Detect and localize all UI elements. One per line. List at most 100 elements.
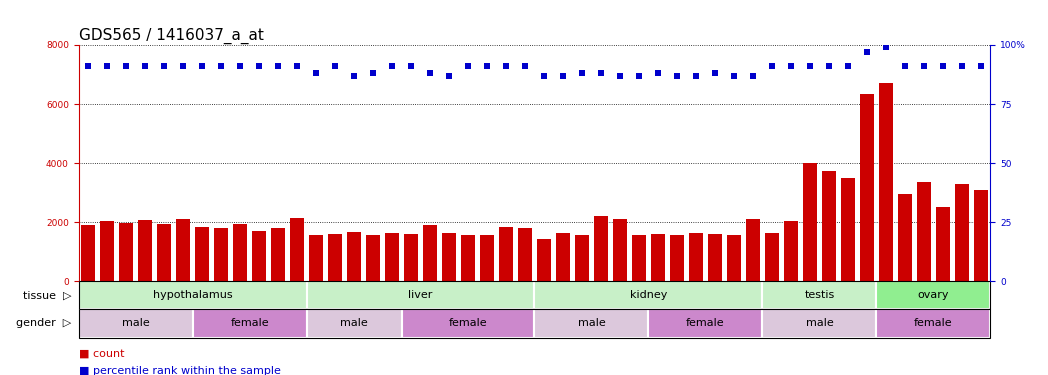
Text: ■ percentile rank within the sample: ■ percentile rank within the sample	[79, 366, 281, 375]
Bar	[917, 182, 931, 281]
Bar	[575, 235, 589, 281]
Bar	[79, 309, 193, 338]
Point	[839, 63, 856, 69]
Bar	[386, 232, 398, 281]
Point	[592, 70, 609, 76]
Bar	[309, 236, 323, 281]
Point	[744, 73, 761, 79]
Bar	[306, 309, 401, 338]
Point	[954, 63, 970, 69]
Bar	[784, 221, 798, 281]
Bar	[119, 223, 133, 281]
Point	[99, 63, 115, 69]
Bar	[253, 231, 266, 281]
Point	[384, 63, 400, 69]
Bar	[405, 234, 418, 281]
Bar	[442, 232, 456, 281]
Text: male: male	[577, 318, 606, 328]
Point	[117, 63, 134, 69]
Bar	[803, 163, 816, 281]
Point	[687, 73, 704, 79]
Point	[327, 63, 344, 69]
Bar	[762, 281, 876, 309]
Bar	[101, 221, 114, 281]
Bar	[955, 184, 968, 281]
Text: male: male	[806, 318, 833, 328]
Point	[365, 70, 381, 76]
Text: male: male	[122, 318, 150, 328]
Bar	[306, 281, 534, 309]
Bar	[519, 228, 531, 281]
Bar	[651, 234, 664, 281]
Point	[156, 63, 173, 69]
Bar	[690, 232, 702, 281]
Bar	[613, 219, 627, 281]
Bar	[193, 309, 306, 338]
Point	[783, 63, 800, 69]
Text: female: female	[231, 318, 269, 328]
Text: ovary: ovary	[918, 290, 949, 300]
Point	[402, 63, 419, 69]
Bar	[290, 218, 304, 281]
Bar	[347, 232, 361, 281]
Bar	[423, 225, 437, 281]
Bar	[215, 228, 227, 281]
Point	[80, 63, 96, 69]
Point	[479, 63, 496, 69]
Text: gender  ▷: gender ▷	[17, 318, 71, 328]
Point	[498, 63, 515, 69]
Point	[440, 73, 457, 79]
Point	[232, 63, 248, 69]
Point	[725, 73, 742, 79]
Point	[213, 63, 230, 69]
Point	[631, 73, 648, 79]
Point	[877, 44, 894, 50]
Bar	[671, 236, 683, 281]
Bar	[762, 309, 876, 338]
Text: hypothalamus: hypothalamus	[153, 290, 233, 300]
Point	[421, 70, 438, 76]
Bar	[876, 309, 990, 338]
Text: liver: liver	[409, 290, 433, 300]
Bar	[138, 220, 152, 281]
Bar	[82, 225, 94, 281]
Text: testis: testis	[804, 290, 834, 300]
Point	[935, 63, 952, 69]
Bar	[538, 239, 550, 281]
Bar	[936, 207, 949, 281]
Bar	[842, 178, 854, 281]
Point	[706, 70, 723, 76]
Bar	[632, 236, 646, 281]
Point	[858, 49, 875, 55]
Point	[175, 63, 192, 69]
Bar	[594, 216, 608, 281]
Bar	[860, 94, 874, 281]
Text: female: female	[686, 318, 725, 328]
Point	[973, 63, 989, 69]
Point	[554, 73, 571, 79]
Point	[612, 73, 629, 79]
Text: female: female	[914, 318, 953, 328]
Text: kidney: kidney	[630, 290, 668, 300]
Point	[194, 63, 211, 69]
Bar	[461, 235, 475, 281]
Point	[250, 63, 267, 69]
Bar	[708, 234, 722, 281]
Bar	[746, 219, 760, 281]
Bar	[765, 232, 779, 281]
Text: tissue  ▷: tissue ▷	[23, 290, 71, 300]
Text: male: male	[341, 318, 368, 328]
Point	[669, 73, 685, 79]
Bar	[328, 234, 342, 281]
Point	[573, 70, 590, 76]
Text: ■ count: ■ count	[79, 349, 124, 359]
Bar	[271, 228, 285, 281]
Bar	[898, 194, 912, 281]
Point	[308, 70, 325, 76]
Bar	[79, 281, 306, 309]
Bar	[534, 281, 762, 309]
Bar	[157, 224, 171, 281]
Point	[269, 63, 286, 69]
Bar	[234, 224, 246, 281]
Bar	[556, 233, 570, 281]
